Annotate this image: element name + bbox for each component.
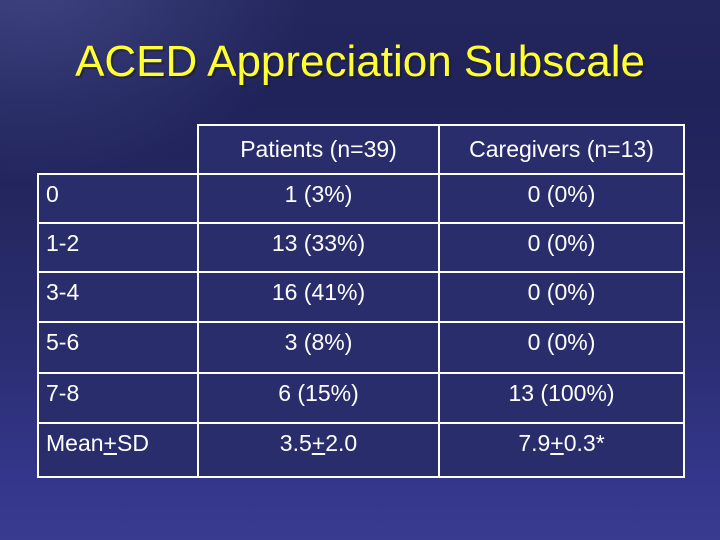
cell-text: 1-2 [46, 230, 80, 256]
cell-text: 0 (0%) [527, 279, 596, 305]
cell-text: 13 (33%) [271, 230, 366, 256]
cell-text-suffix: 2.0 [325, 430, 358, 456]
cell-text: 0 [46, 181, 59, 207]
row-label-cell: 7-8 [37, 372, 199, 424]
cell-text: 5-6 [46, 329, 80, 355]
caregivers-header-cell: Caregivers (n=13) [438, 124, 685, 175]
row-label-cell: Mean + SD [37, 422, 199, 478]
cell-text: Mean [46, 430, 104, 456]
row-label-cell: 0 [37, 173, 199, 224]
caregivers-cell: 0 (0%) [438, 173, 685, 224]
patients-header-cell: Patients (n=39) [197, 124, 440, 175]
cell-text: 3.5 [279, 430, 312, 456]
table-row: 7-8 6 (15%) 13 (100%) [37, 372, 685, 424]
caregivers-cell: 0 (0%) [438, 222, 685, 273]
table-row-mean-sd: Mean + SD 3.5 +2.0 7.9 +0.3* [37, 422, 685, 478]
patients-header-label: Patients (n=39) [240, 136, 397, 162]
cell-text: 3 (8%) [284, 329, 353, 355]
cell-text-suffix: SD [116, 430, 149, 456]
row-label-cell: 5-6 [37, 321, 199, 374]
caregivers-cell: 7.9 +0.3* [438, 422, 685, 478]
patients-cell: 16 (41%) [197, 271, 440, 323]
slide-title: ACED Appreciation Subscale [75, 37, 645, 86]
table-row: 5-6 3 (8%) 0 (0%) [37, 321, 685, 374]
table-row: 1-2 13 (33%) 0 (0%) [37, 222, 685, 273]
cell-text: 7-8 [46, 380, 80, 406]
cell-text: 16 (41%) [271, 279, 366, 305]
patients-cell: 6 (15%) [197, 372, 440, 424]
cell-text: 13 (100%) [508, 380, 615, 406]
row-label-cell: 1-2 [37, 222, 199, 273]
cell-text: 0 (0%) [527, 230, 596, 256]
cell-text-suffix: 0.3* [563, 430, 605, 456]
corner-spacer [37, 124, 199, 175]
data-table: Patients (n=39) Caregivers (n=13) 0 1 (3… [37, 124, 685, 478]
plus-minus-sign: + [550, 430, 564, 456]
caregivers-cell: 0 (0%) [438, 271, 685, 323]
cell-text: 1 (3%) [284, 181, 353, 207]
table-row: 3-4 16 (41%) 0 (0%) [37, 271, 685, 323]
cell-text: 0 (0%) [527, 181, 596, 207]
plus-minus-sign: + [103, 430, 117, 456]
cell-text: 0 (0%) [527, 329, 596, 355]
cell-text: 7.9 [518, 430, 551, 456]
caregivers-cell: 0 (0%) [438, 321, 685, 374]
plus-minus-sign: + [311, 430, 326, 456]
caregivers-header-label: Caregivers (n=13) [469, 136, 654, 162]
cell-text: 6 (15%) [278, 380, 359, 406]
patients-cell: 3.5 +2.0 [197, 422, 440, 478]
patients-cell: 13 (33%) [197, 222, 440, 273]
patients-cell: 1 (3%) [197, 173, 440, 224]
table-row: 0 1 (3%) 0 (0%) [37, 173, 685, 224]
table-header-row: Patients (n=39) Caregivers (n=13) [37, 124, 685, 175]
cell-text: 3-4 [46, 279, 80, 305]
caregivers-cell: 13 (100%) [438, 372, 685, 424]
row-label-cell: 3-4 [37, 271, 199, 323]
patients-cell: 3 (8%) [197, 321, 440, 374]
